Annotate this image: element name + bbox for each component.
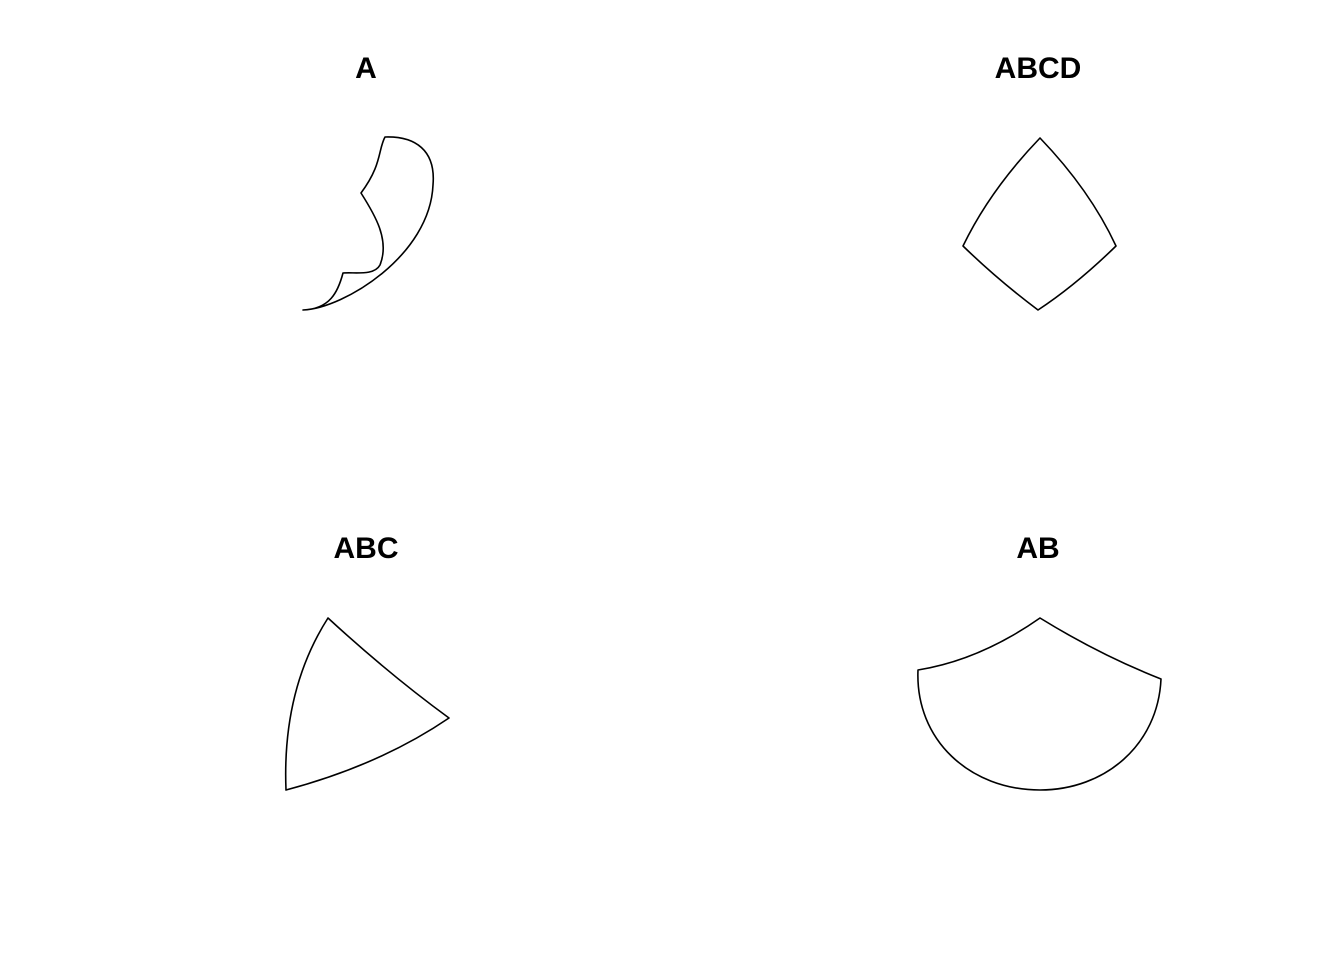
panel-title-a: A [355, 52, 377, 85]
panel-title-abc: ABC [334, 532, 399, 565]
panel-title-abcd: ABCD [995, 52, 1082, 85]
panel-title-ab: AB [1016, 532, 1059, 565]
